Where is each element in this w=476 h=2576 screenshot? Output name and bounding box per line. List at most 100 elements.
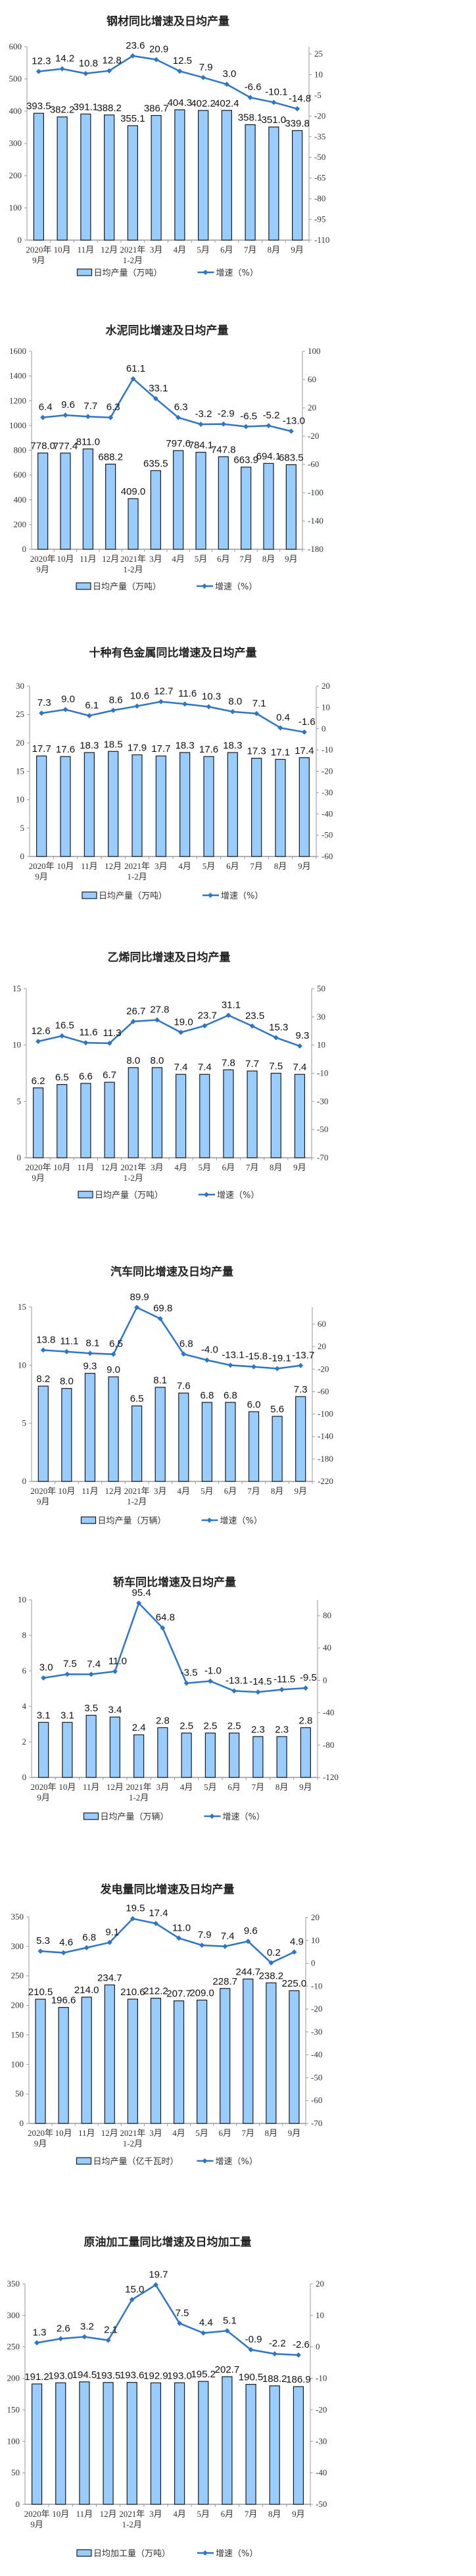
chart-8: 原油加工量同比增速及日均加工量050100150200250300350-50-… [7, 2235, 327, 2559]
bar [150, 2382, 162, 2505]
growth-value-label: -6.6 [245, 82, 262, 93]
bar [80, 113, 91, 241]
right-tick-label: -180 [308, 544, 323, 554]
right-tick-label: -30 [321, 787, 333, 797]
growth-point [247, 95, 253, 101]
chart-title: 乙烯同比增速及日均产量 [108, 951, 231, 964]
x-tick-label: 9月 [298, 861, 311, 871]
bar [109, 1716, 120, 1778]
left-tick-label: 1000 [9, 420, 26, 430]
right-tick-label: -100 [308, 487, 323, 497]
x-tick-label: 2021年 [126, 1782, 152, 1792]
bar-value-label: 5.6 [270, 1404, 284, 1415]
x-tick-label: 10月 [57, 554, 74, 564]
growth-point [153, 57, 159, 62]
left-tick-label: 10 [16, 795, 24, 805]
growth-value-label: 3.0 [222, 68, 236, 80]
bar-value-label: 6.0 [247, 1399, 261, 1410]
left-tick-label: 10 [12, 1040, 21, 1050]
chart-3: 十种有色金属同比增速及日均产量 0 5 10 15 20 25 30 -60 -50 -40 -30 -… [16, 646, 333, 901]
bar [268, 126, 279, 241]
bar-value-label: 6.8 [224, 1390, 237, 1401]
chart-title: 汽车同比增速及日均产量 [110, 1265, 233, 1279]
left-tick-label: 15 [12, 983, 21, 993]
growth-point [199, 1943, 205, 1948]
growth-value-label: 6.4 [39, 402, 53, 413]
growth-value-label: -3.5 [181, 1668, 198, 1679]
x-tick-label: 7月 [250, 861, 263, 871]
x-tick-label: 3月 [155, 861, 168, 871]
growth-point [251, 1364, 257, 1370]
left-tick-label: 300 [11, 1941, 24, 1951]
bar-value-label: 186.9 [286, 2374, 311, 2385]
bar-value-label: 17.7 [32, 743, 51, 755]
legend-bar-label: 日均加工量（万吨） [93, 2549, 170, 2559]
growth-point [183, 1680, 189, 1686]
growth-value-label: 0.4 [276, 712, 290, 723]
bar [218, 456, 229, 550]
growth-point [88, 1672, 94, 1677]
bar-value-label: 404.3 [168, 97, 193, 109]
growth-value-label: 6.3 [174, 402, 188, 413]
x-tick-label: 3月 [149, 2509, 162, 2519]
x-tick-label: 9月 [292, 2509, 305, 2519]
left-tick-label: 1400 [9, 371, 26, 381]
left-tick-label: 200 [14, 519, 27, 529]
bar-value-label: 388.2 [97, 103, 122, 114]
growth-value-label: 7.5 [176, 2308, 189, 2319]
growth-value-label: 10.6 [130, 690, 149, 701]
x-tick-label: 1-2月 [123, 2139, 143, 2148]
x-tick-label: 9月 [37, 1497, 50, 1506]
legend-bar-label: 日均产量（万辆） [101, 1812, 169, 1822]
growth-value-label: -14.5 [249, 1676, 272, 1687]
x-tick-label: 7月 [239, 554, 252, 564]
growth-value-label: -19.1 [269, 1353, 291, 1364]
bar [199, 1074, 210, 1158]
growth-point [157, 1316, 163, 1322]
bar-value-label: 191.2 [24, 2371, 49, 2383]
bar [292, 130, 303, 241]
growth-value-label: 0.2 [267, 1947, 281, 1958]
bar [245, 124, 256, 241]
x-tick-label: 11月 [76, 2509, 93, 2519]
right-tick-label: -60 [311, 2095, 322, 2105]
bar [178, 1393, 189, 1482]
bar-value-label: 3.5 [84, 1703, 98, 1714]
growth-point [41, 1675, 47, 1681]
bar-value-label: 7.6 [177, 1381, 191, 1392]
growth-point [82, 2334, 87, 2340]
right-tick-label: -60 [318, 1386, 329, 1396]
bar-value-label: 2.8 [156, 1715, 170, 1726]
growth-line [37, 1014, 300, 1047]
x-tick-label: 8月 [274, 861, 287, 871]
x-tick-label: 11月 [78, 245, 95, 255]
bar [32, 1087, 44, 1158]
right-tick-label: -50 [317, 1124, 328, 1134]
left-tick-label: 250 [11, 1971, 24, 1981]
growth-value-label: -4.0 [201, 1345, 218, 1356]
x-tick-label: 5月 [198, 1162, 211, 1172]
bar [300, 1727, 311, 1778]
x-tick-label: 11月 [78, 2128, 95, 2138]
bar-value-label: 6.5 [130, 1393, 144, 1404]
x-tick-label: 2020年 [31, 1782, 57, 1792]
growth-value-label: 15.3 [269, 1022, 288, 1033]
growth-value-label: 6.1 [85, 700, 99, 711]
x-tick-label: 7月 [247, 1486, 260, 1496]
x-tick-label: 2020年 [29, 861, 55, 871]
growth-line [43, 1306, 301, 1370]
bar-value-label: 7.3 [294, 1384, 308, 1395]
right-tick-label: -35 [314, 132, 325, 141]
growth-point [153, 2282, 158, 2288]
growth-value-label: 12.8 [103, 55, 122, 66]
bar-value-label: 663.9 [233, 455, 258, 466]
bar [83, 752, 95, 857]
bar [85, 1714, 97, 1778]
x-tick-label: 2020年 [30, 554, 56, 564]
growth-point [107, 68, 112, 74]
growth-value-label: 14.2 [55, 53, 74, 64]
growth-point [297, 1043, 302, 1049]
growth-point [231, 1688, 237, 1694]
bar-value-label: 17.3 [247, 746, 266, 757]
growth-point [107, 1040, 112, 1046]
